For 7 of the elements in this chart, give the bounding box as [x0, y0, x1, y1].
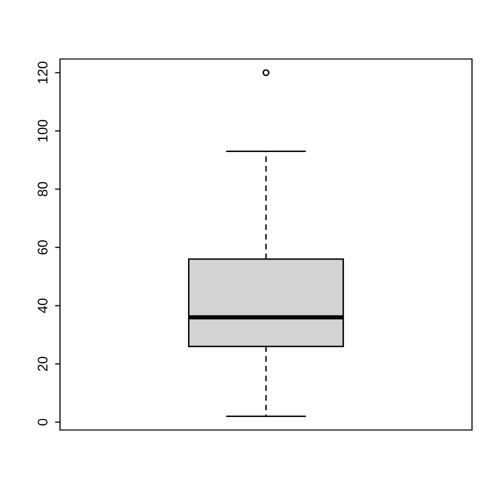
y-tick-label: 80 — [38, 182, 48, 196]
y-tick-label: 120 — [38, 62, 48, 84]
y-tick-label: 0 — [38, 418, 48, 426]
y-tick-label: 20 — [38, 356, 48, 371]
y-tick-label: 40 — [38, 298, 48, 314]
y-tick-label: 60 — [38, 240, 48, 254]
y-tick-label: 100 — [38, 120, 48, 142]
